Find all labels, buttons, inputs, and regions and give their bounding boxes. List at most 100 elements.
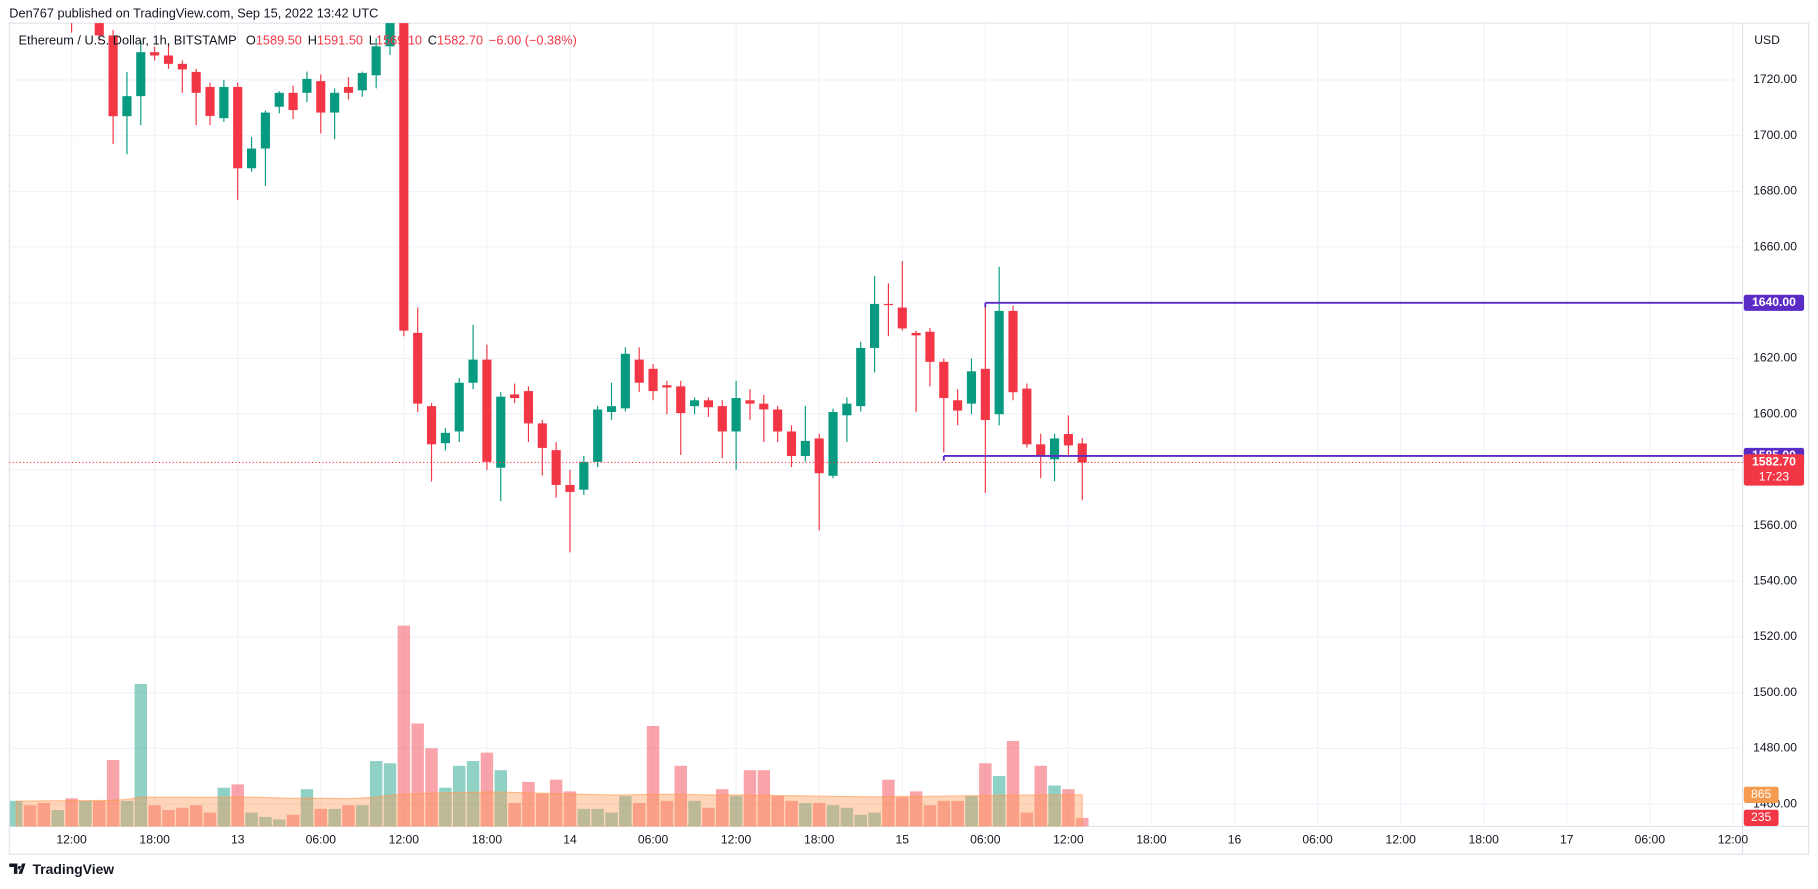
legend-value: 1591.50 [317,33,363,48]
candle-body [316,81,326,113]
candle-body [426,406,437,445]
candle-body [191,71,201,93]
volume-bar [23,805,37,827]
candle-body [330,92,340,113]
x-tick-label: 12:00 [1718,833,1749,847]
volume-bar [65,798,78,827]
candle-body [662,385,672,388]
volume-bar [549,779,563,827]
candle-body [676,386,686,414]
volume-bar [148,805,161,827]
level-label: 1640.00 [1752,295,1796,309]
candles [70,23,1087,553]
candle-body [593,409,603,462]
volume-bar [106,759,120,827]
volume-bar [674,765,687,827]
volume-bar [508,803,521,827]
volume-bar [439,787,452,827]
candle-body [246,148,257,169]
candle-body [565,484,575,492]
candle-body [745,400,755,404]
volume-bar [1048,785,1061,827]
volume-bar [51,809,64,827]
chart-frame [8,22,1810,855]
volume-bar [979,763,992,827]
candle-body [385,23,395,47]
candle-body [177,63,187,70]
candle-body [108,35,118,117]
volume-bar [536,793,549,827]
y-tick-label: 1660.00 [1753,239,1797,253]
volume-label: 235 [1751,810,1772,824]
volume-pane [9,625,1089,827]
x-tick-label: 12:00 [389,833,420,847]
candle-body [606,406,617,412]
volume-bar [1034,765,1047,827]
volume-bar [743,770,757,827]
y-tick-label: 1600.00 [1753,406,1797,420]
candle-body [94,23,104,36]
volume-bar [632,803,646,827]
volume-bar [965,796,978,827]
volume-bar [826,805,840,827]
volume-bar [425,748,438,827]
legend-key: O [246,33,256,48]
volume-label-box [1743,786,1779,803]
volume-bar [896,797,909,827]
grid [9,23,1743,827]
legend-key: H [308,33,317,48]
volume-label: 865 [1751,787,1772,801]
volume-bar [231,784,244,827]
candle-body [496,396,506,468]
volume-bar [799,803,812,827]
candle-body [150,52,160,56]
x-tick-label: 18:00 [804,833,835,847]
volume-bar [702,807,715,827]
candle-body [399,23,409,331]
candle-body [800,440,810,456]
currency-label: USD [1754,33,1780,47]
symbol-legend: Ethereum / U.S. Dollar, 1h, BITSTAMP O158… [19,33,577,48]
volume-bar [411,723,424,827]
candle-body [537,423,547,448]
candle-body [703,400,714,408]
x-tick-label: 12:00 [1053,833,1084,847]
candle-body [163,55,174,64]
candle-body [1049,438,1060,460]
x-tick-label: 06:00 [1635,833,1666,847]
x-tick-label: 12:00 [56,833,87,847]
volume-bar [605,812,618,827]
candle-body [717,406,727,432]
volume-bar [909,791,923,827]
candle-body [371,46,381,76]
candle-body [523,391,534,424]
y-tick-label: 1540.00 [1753,574,1797,588]
candle-body [842,403,852,416]
candle-body [897,307,907,329]
candle-body [510,394,520,399]
candle-body [980,368,990,421]
volume-bar [619,796,632,827]
volume-ma-area [15,791,1083,827]
candle-body [233,86,243,169]
legend-change: −6.00 (−0.38%) [489,33,577,48]
legend-value: 1582.70 [437,33,483,48]
volume-bar [591,808,604,827]
candle-body [828,411,838,476]
volume-bar [452,765,466,827]
volume-label-box [1743,809,1779,826]
volume-bar [854,814,867,827]
publish-header: Den767 published on TradingView.com, Sep… [9,5,378,20]
candle-body [551,450,561,485]
candle-body [440,432,450,444]
x-tick-label: 06:00 [1302,833,1333,847]
candle-body [1022,388,1032,445]
y-tick-label: 1560.00 [1753,518,1797,532]
candle-body [953,400,963,411]
candle-body [994,310,1004,415]
y-tick-label: 1700.00 [1753,128,1797,142]
volume-bar [369,761,383,827]
volume-bar [785,800,798,827]
volume-bar [162,809,175,827]
candle-body [357,73,367,91]
